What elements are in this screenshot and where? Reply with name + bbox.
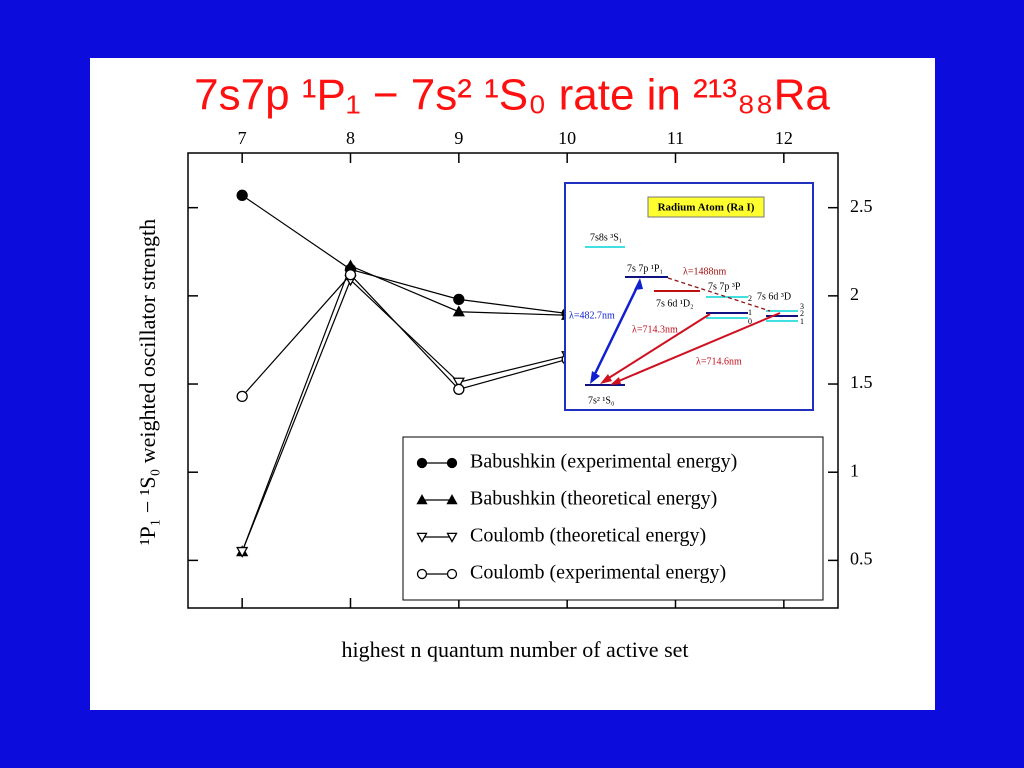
x-tick-label: 8 — [346, 128, 355, 148]
legend-box — [402, 436, 824, 601]
y-axis-label: ¹P₁ − ¹S₀ weighted oscillator strength — [135, 219, 160, 545]
marker — [446, 532, 458, 543]
marker — [236, 189, 248, 201]
arrow-head — [600, 374, 612, 384]
j-label: 1 — [800, 317, 804, 326]
j-label: 0 — [748, 317, 752, 326]
x-axis-label: highest n quantum number of active set — [341, 637, 688, 662]
y-tick-label: 2 — [850, 284, 859, 304]
x-tick-label: 12 — [775, 128, 793, 148]
level-label: 7s 7p ³P — [708, 281, 741, 292]
legend-label: Coulomb (experimental energy) — [470, 562, 726, 584]
x-tick-label: 7 — [238, 128, 247, 148]
wavelength-label: λ=1488nm — [683, 266, 726, 277]
level-label: 7s 6d ¹D₂ — [656, 298, 694, 309]
transition — [613, 312, 781, 384]
series-line — [241, 194, 568, 315]
marker — [416, 457, 428, 469]
legend-label: Babushkin (experimental energy) — [470, 451, 737, 473]
x-tick-label: 11 — [667, 128, 684, 148]
series-line — [241, 278, 568, 552]
transition — [667, 277, 771, 312]
series-line — [241, 273, 568, 397]
arrow-head — [610, 377, 621, 385]
inset-box — [564, 182, 814, 411]
inset-title: Radium Atom (Ra I) — [658, 202, 755, 214]
level-label: 7s² ¹S₀ — [588, 395, 615, 406]
marker — [236, 546, 249, 558]
j-label: 2 — [748, 294, 752, 303]
marker — [446, 457, 458, 469]
marker — [344, 269, 357, 281]
arrow-head — [590, 371, 600, 384]
transition — [603, 313, 711, 382]
arrow-head — [634, 278, 643, 290]
marker — [452, 377, 465, 389]
x-tick-label: 9 — [454, 128, 463, 148]
marker — [453, 383, 465, 395]
j-label: 1 — [748, 308, 752, 317]
y-tick-label: 0.5 — [850, 549, 873, 569]
j-label: 3 — [800, 302, 804, 311]
x-tick-label: 10 — [558, 128, 576, 148]
legend: Babushkin (experimental energy) Babushkin… — [402, 436, 824, 601]
inset: Radium Atom (Ra I) 7s8s ³S₁ 7s 7p ¹P₁ 7s 7… — [564, 182, 814, 411]
marker — [416, 494, 428, 505]
wavelength-label: λ=714.3nm — [632, 324, 678, 335]
marker — [416, 532, 428, 543]
y-tick-label: 1.5 — [850, 372, 873, 392]
transition — [590, 280, 642, 381]
chart-title: 7s7p ¹P₁ − 7s² ¹S₀ rate in ²¹³₈₈Ra — [194, 71, 830, 120]
legend-label: Coulomb (theoretical energy) — [470, 525, 706, 547]
legend-label: Babushkin (theoretical energy) — [470, 488, 717, 510]
marker — [453, 293, 465, 306]
marker — [452, 305, 465, 317]
marker — [416, 568, 428, 580]
inset-title-box — [647, 196, 765, 218]
level-label: 7s 7p ¹P₁ — [627, 263, 663, 274]
marker — [446, 568, 458, 580]
level-label: 7s8s ³S₁ — [590, 232, 622, 243]
wavelength-label: λ=482.7nm — [569, 310, 615, 321]
wavelength-label: λ=714.6nm — [696, 356, 742, 367]
marker — [236, 390, 248, 403]
plot-frame — [187, 152, 839, 609]
y-tick-label: 2.5 — [850, 196, 873, 216]
marker — [446, 494, 458, 505]
j-label: 2 — [800, 309, 804, 318]
series-line — [241, 265, 568, 552]
y-tick-label: 1 — [850, 460, 859, 480]
level-label: 7s 6d ³D — [757, 291, 791, 302]
